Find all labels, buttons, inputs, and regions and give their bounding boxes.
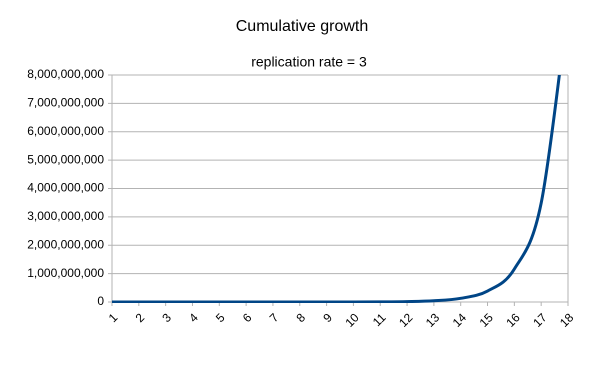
y-tick-label: 6,000,000,000 bbox=[27, 124, 104, 138]
y-tick-label: 5,000,000,000 bbox=[27, 152, 104, 166]
x-tick-label: 4 bbox=[186, 310, 201, 325]
x-tick-label: 10 bbox=[342, 310, 362, 330]
x-tick-label: 17 bbox=[530, 310, 550, 330]
y-tick-label: 2,000,000,000 bbox=[27, 237, 104, 251]
y-tick-label: 8,000,000,000 bbox=[27, 67, 104, 81]
chart-title: Cumulative growth bbox=[236, 18, 369, 35]
x-tick-label: 1 bbox=[106, 310, 121, 325]
x-tick-label: 13 bbox=[423, 310, 443, 330]
x-tick-label: 6 bbox=[240, 310, 255, 325]
x-tick-label: 11 bbox=[370, 310, 389, 329]
y-tick-label: 0 bbox=[97, 294, 104, 308]
x-tick-label: 8 bbox=[294, 310, 309, 325]
chart-subtitle: replication rate = 3 bbox=[251, 54, 367, 70]
x-tick-label: 2 bbox=[133, 310, 148, 325]
x-tick-label: 5 bbox=[213, 310, 228, 325]
y-tick-label: 1,000,000,000 bbox=[27, 266, 104, 280]
labels: 0 1,000,000,000 2,000,000,000 3,000,000,000… bbox=[27, 67, 576, 330]
plot-area bbox=[112, 75, 561, 303]
x-tick-label: 16 bbox=[503, 310, 523, 330]
y-tick-label: 3,000,000,000 bbox=[27, 209, 104, 223]
y-tick-label: 7,000,000,000 bbox=[27, 96, 104, 110]
series-line bbox=[112, 75, 561, 303]
y-tick-label: 4,000,000,000 bbox=[27, 181, 104, 195]
x-tick-label: 15 bbox=[477, 310, 497, 330]
x-tick-label: 7 bbox=[267, 310, 282, 325]
x-tick-label: 18 bbox=[557, 310, 577, 330]
grid bbox=[108, 74, 569, 306]
x-tick-label: 3 bbox=[159, 310, 174, 325]
x-tick-label: 14 bbox=[450, 310, 470, 330]
x-tick-label: 9 bbox=[320, 310, 335, 325]
x-tick-label: 12 bbox=[396, 310, 416, 330]
